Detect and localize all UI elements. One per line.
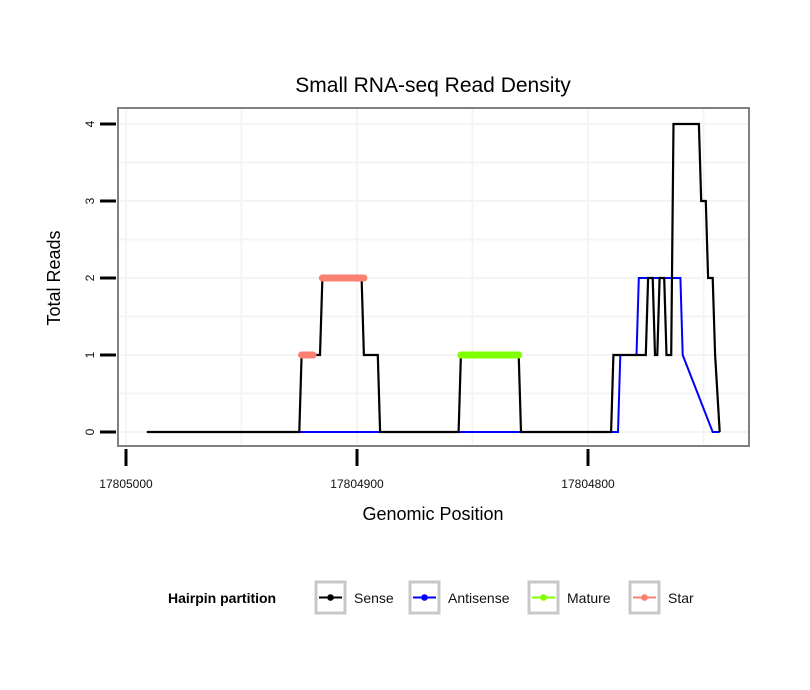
legend-label: Sense <box>354 590 394 606</box>
legend-label: Antisense <box>448 590 510 606</box>
legend-item-star: Star <box>628 580 694 615</box>
y-tick-label: 2 <box>83 274 97 281</box>
grid-lines <box>119 109 748 445</box>
y-axis: 0 1 2 3 4 <box>83 120 116 435</box>
legend-item-antisense: Antisense <box>408 580 510 615</box>
legend-key-point <box>641 594 648 601</box>
legend-item-mature: Mature <box>527 580 611 615</box>
y-tick-label: 1 <box>83 351 97 358</box>
x-tick-label: 17804900 <box>330 477 384 491</box>
y-axis-title: Total Reads <box>44 230 64 325</box>
legend-title: Hairpin partition <box>168 590 276 606</box>
series-layer <box>146 122 721 434</box>
y-tick-label: 0 <box>83 428 97 435</box>
legend-key-point <box>540 594 547 601</box>
legend-key-point <box>327 594 334 601</box>
legend-label: Mature <box>567 590 611 606</box>
series-sense-line <box>146 122 721 434</box>
legend-label: Star <box>668 590 694 606</box>
x-axis: 17805000 17804900 17804800 <box>99 449 615 491</box>
legend-key-point <box>421 594 428 601</box>
x-tick-label: 17805000 <box>99 477 153 491</box>
legend-item-sense: Sense <box>314 580 394 615</box>
y-tick-label: 3 <box>83 197 97 204</box>
chart-title: Small RNA-seq Read Density <box>295 74 571 97</box>
x-tick-label: 17804800 <box>561 477 615 491</box>
x-axis-title: Genomic Position <box>362 504 503 524</box>
plot-panel <box>117 107 750 447</box>
y-tick-label: 4 <box>83 120 97 127</box>
legend: Hairpin partition Sense Antisense Mature St… <box>168 580 694 615</box>
